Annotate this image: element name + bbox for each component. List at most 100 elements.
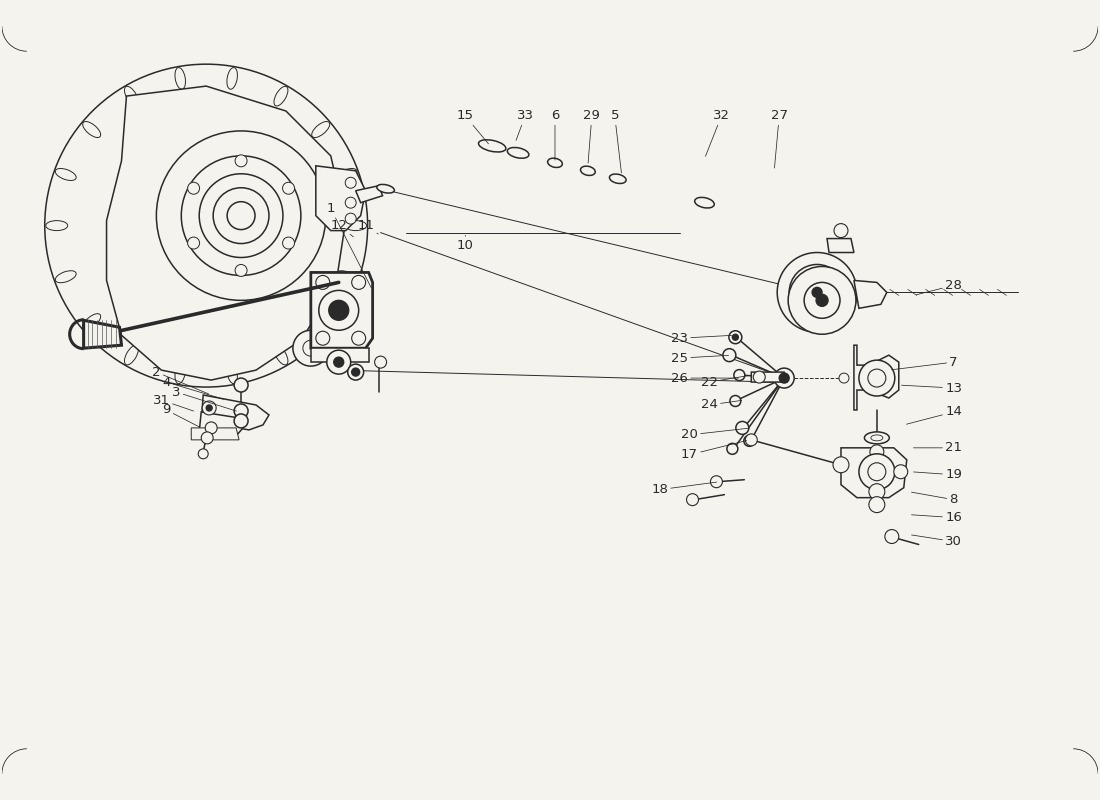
Text: 20: 20: [681, 428, 748, 442]
Circle shape: [319, 290, 359, 330]
Circle shape: [234, 404, 249, 418]
Text: 5: 5: [610, 110, 621, 173]
Circle shape: [779, 373, 789, 383]
Circle shape: [345, 213, 356, 224]
Circle shape: [206, 422, 217, 434]
Circle shape: [746, 434, 757, 446]
Text: 26: 26: [671, 371, 738, 385]
Circle shape: [199, 174, 283, 258]
Circle shape: [834, 224, 848, 238]
Text: 12: 12: [330, 219, 353, 237]
Polygon shape: [107, 86, 345, 380]
Circle shape: [235, 155, 248, 167]
Text: 14: 14: [906, 406, 962, 424]
Ellipse shape: [175, 67, 186, 90]
Circle shape: [333, 357, 343, 367]
Polygon shape: [854, 281, 887, 308]
Text: 27: 27: [771, 110, 788, 168]
Text: 19: 19: [913, 468, 962, 482]
Circle shape: [789, 265, 845, 320]
Text: 30: 30: [912, 535, 962, 548]
Text: 33: 33: [516, 110, 534, 140]
Ellipse shape: [124, 86, 139, 106]
Circle shape: [182, 156, 301, 275]
Ellipse shape: [227, 67, 238, 90]
Ellipse shape: [311, 314, 330, 330]
Ellipse shape: [865, 432, 889, 444]
Circle shape: [327, 350, 351, 374]
Text: 11: 11: [358, 219, 378, 234]
Polygon shape: [827, 238, 854, 253]
Text: 29: 29: [583, 110, 601, 163]
Circle shape: [686, 494, 698, 506]
Text: 1: 1: [327, 202, 372, 288]
Ellipse shape: [227, 362, 238, 384]
Text: 4: 4: [162, 375, 223, 399]
Circle shape: [868, 462, 886, 481]
Circle shape: [302, 340, 319, 356]
Circle shape: [234, 378, 249, 392]
Polygon shape: [751, 372, 788, 382]
Polygon shape: [191, 428, 239, 440]
Text: 13: 13: [902, 382, 962, 394]
Circle shape: [227, 202, 255, 230]
Text: 22: 22: [701, 375, 749, 389]
Circle shape: [730, 395, 740, 406]
Circle shape: [352, 368, 360, 376]
Circle shape: [754, 371, 766, 383]
Text: 8: 8: [912, 492, 958, 506]
Circle shape: [778, 253, 857, 332]
Circle shape: [206, 405, 212, 411]
Circle shape: [812, 287, 822, 298]
Ellipse shape: [311, 122, 330, 138]
Circle shape: [789, 266, 856, 334]
Text: 18: 18: [651, 482, 717, 496]
Circle shape: [345, 198, 356, 208]
Polygon shape: [842, 448, 906, 498]
Circle shape: [803, 278, 830, 306]
Circle shape: [859, 360, 894, 396]
Text: 17: 17: [681, 441, 747, 462]
Ellipse shape: [175, 362, 186, 384]
Ellipse shape: [377, 185, 395, 193]
Circle shape: [744, 435, 755, 446]
Text: 32: 32: [705, 110, 730, 156]
Circle shape: [736, 422, 749, 434]
Ellipse shape: [46, 221, 68, 230]
Ellipse shape: [82, 122, 101, 138]
Circle shape: [869, 497, 884, 513]
Circle shape: [833, 457, 849, 473]
Text: 24: 24: [701, 398, 741, 411]
Ellipse shape: [581, 166, 595, 175]
Circle shape: [375, 356, 386, 368]
Circle shape: [894, 465, 908, 478]
Circle shape: [188, 182, 199, 194]
Circle shape: [213, 188, 270, 243]
Circle shape: [352, 275, 365, 290]
Circle shape: [283, 182, 295, 194]
Polygon shape: [316, 166, 365, 230]
Text: 31: 31: [153, 394, 194, 411]
Circle shape: [345, 178, 356, 188]
Text: 21: 21: [913, 442, 962, 454]
Polygon shape: [355, 186, 383, 202]
Polygon shape: [199, 412, 243, 436]
Circle shape: [348, 364, 364, 380]
Circle shape: [723, 349, 736, 362]
Text: 7: 7: [892, 356, 958, 370]
Circle shape: [868, 369, 886, 387]
Circle shape: [316, 331, 330, 345]
Ellipse shape: [548, 158, 562, 167]
Ellipse shape: [124, 346, 139, 365]
Ellipse shape: [695, 198, 714, 208]
Circle shape: [727, 443, 738, 454]
Ellipse shape: [871, 435, 883, 441]
Circle shape: [869, 484, 884, 500]
Circle shape: [734, 370, 745, 381]
Circle shape: [733, 334, 738, 340]
Ellipse shape: [55, 169, 76, 181]
Text: 9: 9: [162, 403, 199, 426]
Polygon shape: [201, 395, 270, 430]
Circle shape: [884, 530, 899, 543]
Circle shape: [235, 265, 248, 277]
